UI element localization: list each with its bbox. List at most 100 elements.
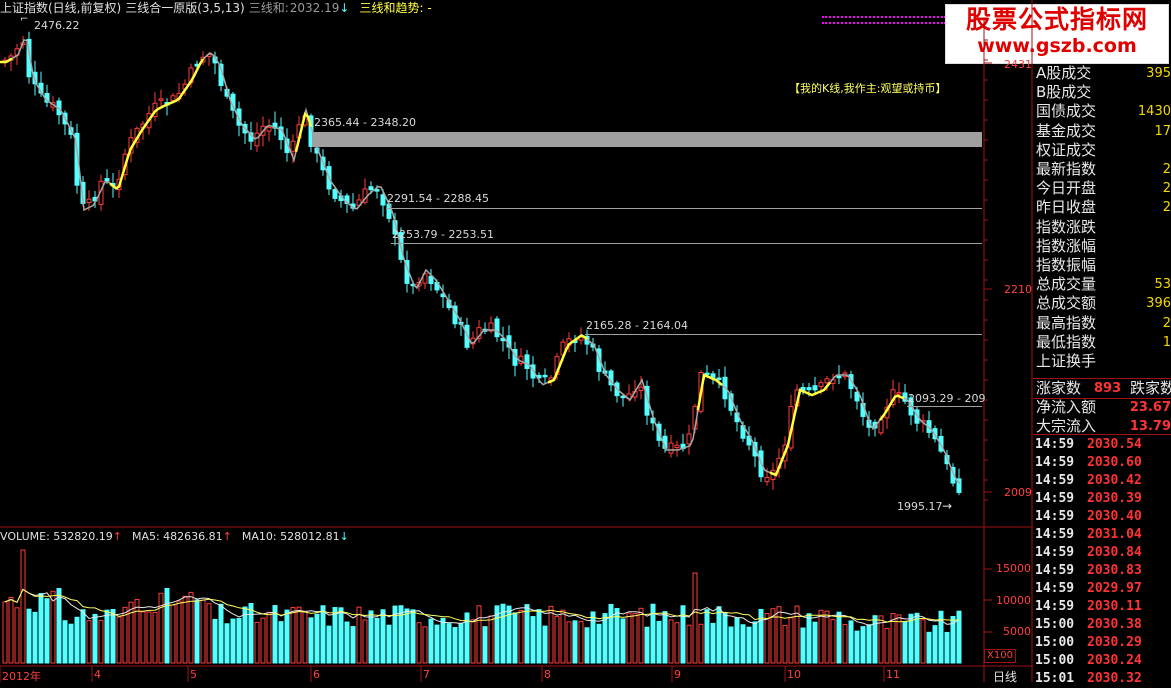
- volume-bar: [512, 612, 518, 664]
- flow-row: 净流入额 23.67: [1033, 398, 1171, 417]
- volume-bar: [260, 617, 266, 664]
- volume-bar: [452, 627, 458, 664]
- volume-bar: [134, 599, 140, 664]
- candle-body: [542, 374, 548, 378]
- volume-bar: [638, 607, 644, 664]
- tick-time: 14:59: [1035, 509, 1075, 524]
- volume-bar: [308, 617, 314, 664]
- volume-bar: [404, 608, 410, 664]
- volume-bar: [320, 605, 326, 664]
- quote-row-value: 395: [1146, 66, 1171, 81]
- quote-row: 最新指数 2: [1033, 160, 1171, 179]
- tick-price: 2030.29: [1087, 635, 1142, 650]
- volume-bar: [728, 626, 734, 664]
- volume-bar: [314, 613, 320, 664]
- resistance-line-3: [391, 243, 982, 244]
- candle-body: [488, 322, 494, 332]
- volume-bar: [176, 600, 182, 664]
- time-axis-label: 11: [886, 668, 900, 681]
- volume-bar: [248, 603, 254, 664]
- tick-price: 2030.11: [1087, 599, 1142, 614]
- candle-body: [878, 419, 884, 434]
- tick-row: 15:00 2030.38: [1033, 616, 1171, 634]
- quote-row: 总成交额 396: [1033, 294, 1171, 313]
- volume-bar: [956, 610, 962, 664]
- candle-body: [812, 385, 818, 391]
- tick-row: 14:59 2030.54: [1033, 436, 1171, 454]
- volume-bar: [656, 620, 662, 664]
- trend-highlight-line: [109, 58, 205, 190]
- volume-ma5-line: [4, 588, 960, 627]
- resistance-label-3: 2253.79 - 2253.51: [392, 228, 494, 241]
- resistance-line-5: [907, 406, 982, 407]
- resistance-label-2: 2291.54 - 2288.45: [387, 192, 489, 205]
- trend-highlight-line: [696, 373, 723, 411]
- quote-row-label: 今日开盘: [1036, 179, 1097, 198]
- low-price-label: 1995.17: [897, 500, 943, 513]
- tick-row: 14:59 2030.83: [1033, 562, 1171, 580]
- flow-row-label: 大宗流入: [1036, 417, 1097, 435]
- candle-body: [422, 273, 428, 284]
- candle-body: [74, 132, 80, 186]
- volume-bar: [668, 619, 674, 664]
- time-axis-label: 8: [544, 668, 551, 681]
- volume-bar: [686, 624, 692, 664]
- candle-body: [668, 442, 674, 454]
- tick-row: 14:59 2030.11: [1033, 598, 1171, 616]
- volume-bar: [236, 618, 242, 664]
- quote-row-label: 指数涨幅: [1036, 236, 1097, 255]
- volume-bar: [470, 619, 476, 664]
- candle-body: [818, 382, 824, 387]
- volume-bar: [752, 621, 758, 664]
- volume-bar: [362, 619, 368, 664]
- quote-row-label: 指数振幅: [1036, 256, 1097, 274]
- volume-bar: [434, 624, 440, 664]
- quote-row: A股成交 395: [1033, 64, 1171, 83]
- signal-annotation: 【我的K线,我作主:观望或持币】: [789, 82, 947, 95]
- time-axis-label: 6: [313, 668, 320, 681]
- candle-body: [254, 132, 260, 147]
- breadth-down-label: 跌家数: [1130, 379, 1171, 397]
- volume-bar: [410, 609, 416, 664]
- candle-body: [494, 318, 500, 338]
- chart-title[interactable]: 上证指数(日线,前复权): [0, 1, 122, 15]
- volume-bar: [506, 605, 512, 664]
- candle-body: [686, 433, 692, 445]
- quote-row: 总成交量 53: [1033, 275, 1171, 294]
- volume-bar: [950, 615, 956, 664]
- volume-bar: [530, 616, 536, 664]
- candle-body: [332, 189, 338, 199]
- volume-bar: [122, 606, 128, 664]
- volume-bar: [422, 626, 428, 664]
- volume-bar: [116, 616, 122, 664]
- volume-bar: [614, 608, 620, 664]
- volume-bar: [776, 606, 782, 664]
- volume-bar: [218, 603, 224, 664]
- volume-bar: [338, 607, 344, 664]
- quote-row-value: 53: [1154, 277, 1171, 293]
- period-label[interactable]: 日线: [993, 670, 1018, 684]
- volume-bar: [602, 613, 608, 664]
- price-volume-chart[interactable]: [0, 0, 1033, 682]
- volume-bar: [800, 627, 806, 664]
- breadth-up-value: 893: [1094, 381, 1122, 396]
- volume-bar: [884, 628, 890, 664]
- volume-bar: [890, 613, 896, 664]
- tick-row: 14:59 2031.04: [1033, 526, 1171, 544]
- volume-bar: [56, 588, 62, 664]
- volume-bar: [566, 621, 572, 664]
- volume-bar: [548, 605, 554, 664]
- quote-row: 基金成交 17: [1033, 122, 1171, 141]
- quote-row: 指数涨幅: [1033, 237, 1171, 256]
- volume-bar: [680, 605, 686, 664]
- quote-row-value: 2: [1162, 162, 1171, 177]
- volume-bar: [242, 606, 248, 664]
- volume-bar: [158, 592, 164, 664]
- indicator-name[interactable]: 三线合一原版(3,5,13): [125, 1, 245, 15]
- volume-bar: [272, 605, 278, 664]
- tick-price: 2030.83: [1087, 563, 1142, 578]
- tick-time: 14:59: [1035, 545, 1075, 560]
- time-axis-label: 5: [190, 668, 197, 681]
- volume-bar: [32, 611, 38, 664]
- time-axis-label: 7: [423, 668, 430, 681]
